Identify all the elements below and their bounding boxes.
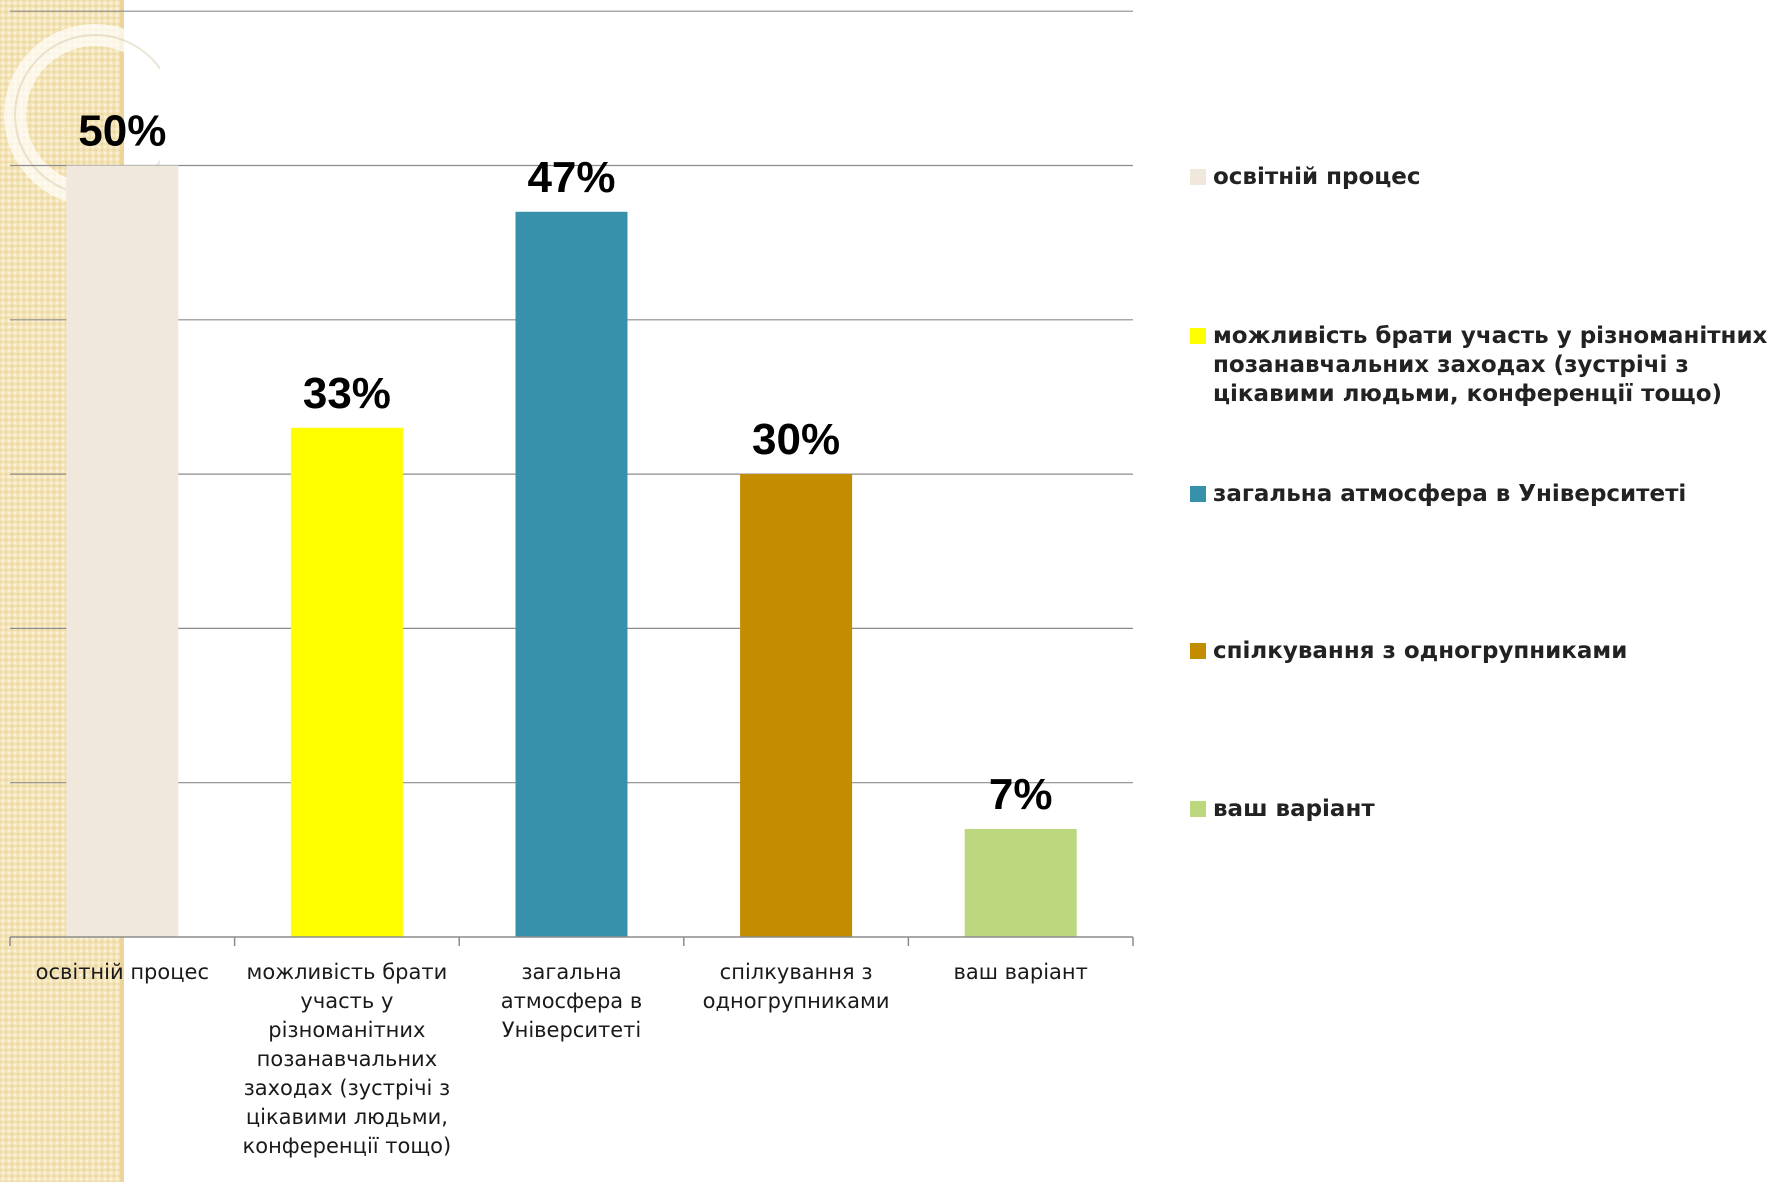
legend-label: ваш варіант — [1213, 796, 1375, 822]
category-label-4: спілкування з одногрупниками — [688, 958, 904, 1016]
data-label-2: 33% — [303, 369, 391, 418]
category-label-line: конференції тощо) — [242, 1134, 452, 1158]
category-label-line: одногрупниками — [702, 989, 890, 1013]
legend-label: загальна атмосфера в Університеті — [1213, 481, 1687, 507]
legend-label: спілкування з одногрупниками — [1213, 638, 1628, 664]
bar-5 — [964, 828, 1077, 937]
data-label-1: 50% — [78, 107, 166, 156]
category-label-1: освітній процес — [14, 958, 230, 987]
category-label-3: загальна атмосфера в Університеті — [464, 958, 680, 1045]
legend-swatch — [1190, 486, 1206, 502]
category-label-line: участь у — [300, 989, 394, 1013]
category-label-2: можливість брати участь у різноманітних поз… — [239, 958, 455, 1161]
bar-3 — [515, 211, 628, 938]
category-label-line: Університеті — [501, 1018, 642, 1042]
category-label-line: можливість брати — [246, 960, 448, 984]
bar-2 — [290, 427, 403, 937]
data-label-3: 47% — [527, 153, 615, 202]
category-label-line: атмосфера в — [500, 989, 643, 1013]
category-label-line: позанавчальних — [256, 1047, 438, 1071]
chart-legend: освітній процес можливість брати участь у… — [1190, 0, 1780, 1182]
legend-item-4: спілкування з одногрупниками — [1190, 637, 1773, 666]
category-label-line: спілкування з — [719, 960, 873, 984]
category-label-line: загальна — [521, 960, 622, 984]
legend-swatch — [1190, 643, 1206, 659]
legend-item-3: загальна атмосфера в Університеті — [1190, 480, 1773, 509]
category-label-line: цікавими людьми, — [245, 1105, 448, 1129]
bar-4 — [740, 474, 853, 937]
category-label-5: ваш варіант — [913, 958, 1129, 987]
legend-swatch — [1190, 801, 1206, 817]
bar-1 — [66, 165, 179, 937]
legend-swatch — [1190, 328, 1206, 344]
data-label-4: 30% — [752, 415, 840, 464]
legend-item-1: освітній процес — [1190, 163, 1773, 192]
legend-item-5: ваш варіант — [1190, 795, 1773, 824]
category-label-line: заходах (зустрічі з — [243, 1076, 451, 1100]
legend-label: освітній процес — [1213, 164, 1421, 190]
category-label-line: різноманітних — [268, 1018, 426, 1042]
legend-label: можливість брати участь у різноманітних … — [1213, 323, 1768, 407]
category-label-line: ваш варіант — [953, 960, 1088, 984]
legend-item-2: можливість брати участь у різноманітних … — [1190, 322, 1773, 409]
legend-swatch — [1190, 169, 1206, 185]
data-label-5: 7% — [989, 770, 1053, 819]
category-label-line: освітній процес — [35, 960, 209, 984]
